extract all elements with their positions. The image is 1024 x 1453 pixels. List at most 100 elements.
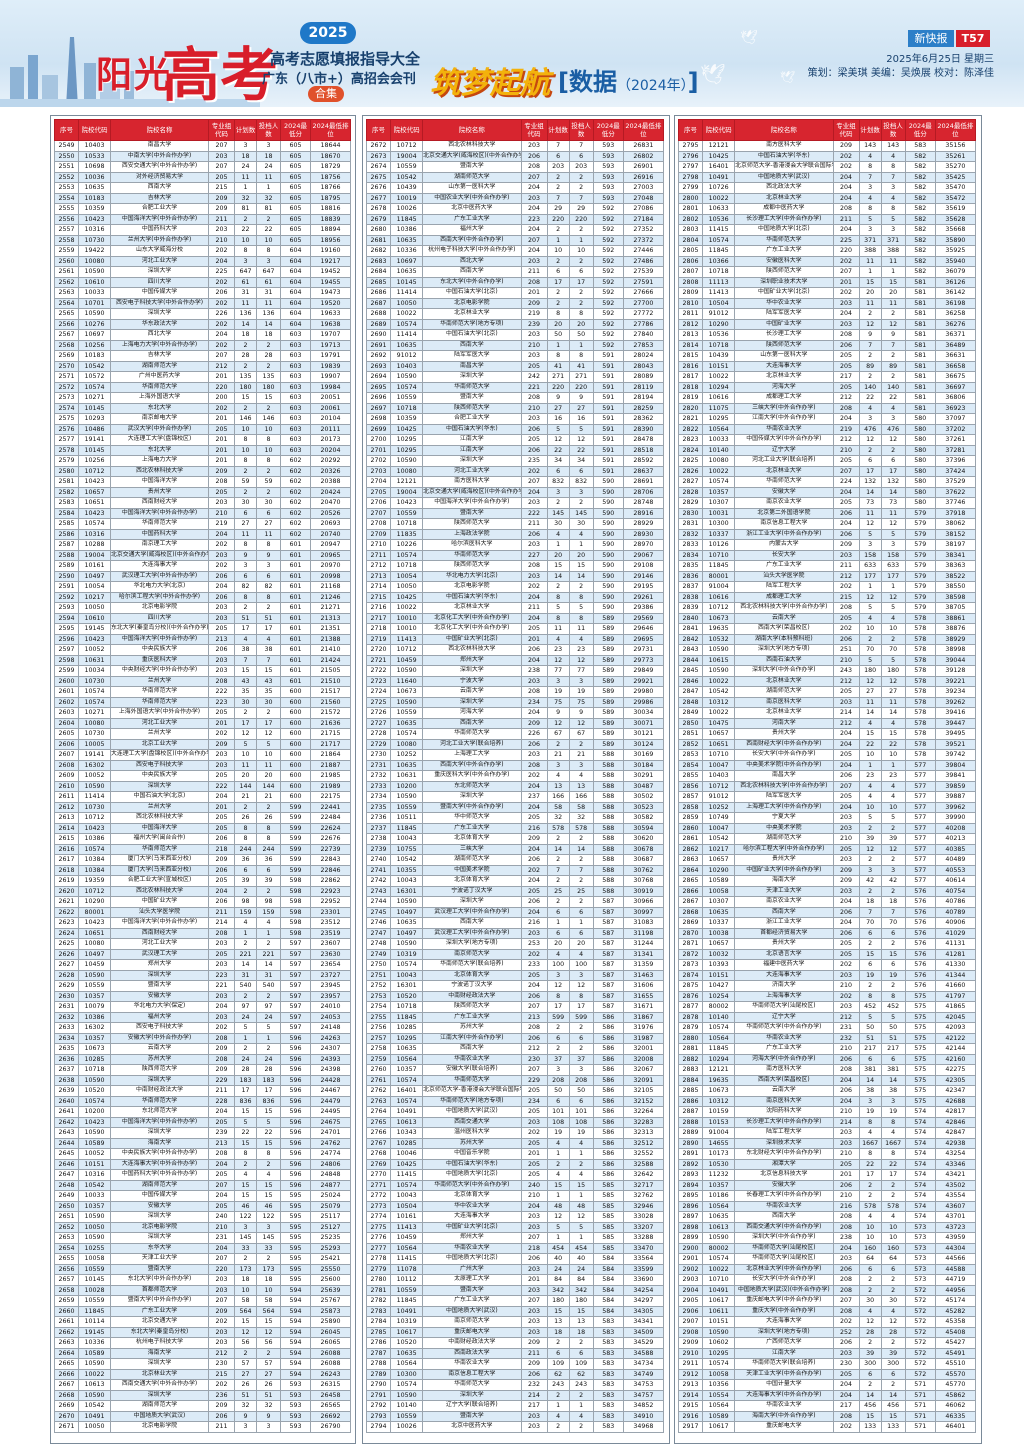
cell-min-rank: 45427 bbox=[934, 1337, 977, 1349]
cell-min-score: 596 bbox=[280, 1074, 311, 1086]
cell-min-score: 585 bbox=[592, 1221, 624, 1233]
cell-group-code: 207 bbox=[208, 1179, 235, 1191]
cell-min-rank: 20388 bbox=[310, 476, 351, 488]
cell-group-code: 203 bbox=[520, 1316, 548, 1328]
cell-admitted-count: 14 bbox=[568, 570, 594, 582]
cell-group-code: 204 bbox=[832, 308, 860, 320]
cell-plan-count: 159 bbox=[234, 906, 257, 918]
cell-min-score: 596 bbox=[280, 1116, 311, 1128]
cell-group-code: 220 bbox=[832, 245, 860, 257]
table-row: 2788 10564 华南农业大学 209 109 109 583 34734 bbox=[365, 1358, 665, 1370]
cell-school-name: 北京电影学院 bbox=[110, 1421, 209, 1433]
cell-seq: 2769 bbox=[365, 1158, 392, 1170]
cell-admitted-count: 17 bbox=[256, 623, 281, 635]
cell-school-code: 10145 bbox=[390, 276, 424, 288]
cell-plan-count: 31 bbox=[234, 969, 257, 981]
cell-school-code: 10459 bbox=[78, 959, 111, 971]
cell-min-rank: 34341 bbox=[622, 1316, 665, 1328]
cell-group-code: 203 bbox=[520, 1211, 548, 1223]
table-row: 2845 10590 深圳大学(中外合作办学) 243 180 180 578 39128 bbox=[677, 665, 977, 677]
cell-group-code: 207 bbox=[208, 1295, 235, 1307]
cell-plan-count: 57 bbox=[234, 1358, 257, 1370]
table-row: 2761 10574 华南师范大学 229 208 208 586 32091 bbox=[365, 1074, 665, 1086]
cell-group-code: 242 bbox=[520, 371, 548, 383]
table-row: 2901 10574 华南师范大学(汕尾校区) 203 64 64 573 44566 bbox=[677, 1253, 977, 1265]
table-row: 2721 10459 郑州大学 204 12 12 589 29773 bbox=[365, 654, 665, 666]
table-row: 2840 10673 云南大学 205 4 4 578 38861 bbox=[677, 612, 977, 624]
cell-admitted-count: 22 bbox=[880, 1158, 906, 1170]
cell-group-code: 209 bbox=[832, 864, 860, 876]
cell-school-code: 10384 bbox=[78, 864, 111, 876]
cell-min-score: 571 bbox=[904, 1389, 936, 1401]
cell-school-code: 10010 bbox=[390, 623, 424, 635]
cell-seq: 2562 bbox=[54, 276, 79, 288]
cell-group-code: 239 bbox=[208, 1127, 235, 1139]
cell-school-code: 10574 bbox=[390, 728, 424, 740]
table-row: 2822 10564 华南农业大学 219 476 476 580 37202 bbox=[677, 423, 977, 435]
cell-min-score: 581 bbox=[904, 339, 936, 351]
cell-seq: 2903 bbox=[677, 1274, 704, 1286]
table-row: 2687 10050 北京电影学院 209 2 2 592 27700 bbox=[365, 297, 665, 309]
cell-min-rank: 20061 bbox=[310, 402, 351, 414]
cell-seq: 2802 bbox=[677, 213, 704, 225]
cell-min-rank: 18816 bbox=[310, 203, 351, 215]
table-row: 2846 10022 北京林业大学 212 12 12 578 39221 bbox=[677, 675, 977, 687]
cell-plan-count: 1 bbox=[234, 927, 257, 939]
cell-min-rank: 31606 bbox=[622, 980, 665, 992]
cell-school-name: 中国石油大学(北京) bbox=[422, 287, 522, 299]
cell-plan-count: 4 bbox=[546, 1169, 570, 1181]
cell-admitted-count: 10 bbox=[880, 749, 906, 761]
cell-school-code: 10427 bbox=[702, 980, 736, 992]
cell-min-rank: 20965 bbox=[310, 549, 351, 561]
cell-school-code: 10574 bbox=[390, 381, 424, 393]
table-row: 2743 16301 宁波诺丁汉大学 205 25 25 588 30919 bbox=[365, 885, 665, 897]
cell-min-rank: 39234 bbox=[934, 686, 977, 698]
cell-school-code: 16301 bbox=[390, 885, 424, 897]
cell-admitted-count: 4 bbox=[568, 1137, 594, 1149]
cell-school-name: 南京医科大学 bbox=[734, 696, 834, 708]
cell-school-code: 10520 bbox=[78, 1085, 111, 1097]
table-row: 2667 10613 西南交通大学(中外合作办学) 202 26 26 593 26315 bbox=[54, 1379, 351, 1391]
cell-admitted-count: 17 bbox=[256, 717, 281, 729]
cell-min-score: 587 bbox=[592, 990, 624, 1002]
cell-group-code: 204 bbox=[520, 654, 548, 666]
table-row: 2615 10386 福州大学(闽台合作) 206 8 8 599 22676 bbox=[54, 833, 351, 845]
cell-min-rank: 20326 bbox=[310, 465, 351, 477]
cell-group-code: 215 bbox=[832, 591, 860, 603]
table-row: 2654 10255 东华大学 204 33 33 595 25293 bbox=[54, 1242, 351, 1254]
cell-seq: 2709 bbox=[365, 528, 392, 540]
cell-group-code: 226 bbox=[520, 728, 548, 740]
cell-min-score: 581 bbox=[904, 402, 936, 414]
cell-seq: 2744 bbox=[365, 896, 392, 908]
cell-admitted-count: 18 bbox=[880, 896, 906, 908]
cell-school-code: 10384 bbox=[78, 854, 111, 866]
cell-min-rank: 21388 bbox=[310, 633, 351, 645]
cell-school-name: 广东工业大学 bbox=[422, 1011, 522, 1023]
cell-min-score: 603 bbox=[280, 381, 311, 393]
cell-min-score: 577 bbox=[904, 791, 936, 803]
cell-group-code: 252 bbox=[832, 1326, 860, 1338]
cell-school-code: 11845 bbox=[390, 1011, 424, 1023]
cell-admitted-count: 20 bbox=[568, 318, 594, 330]
table-row: 2678 10026 北京中医药大学 204 29 29 592 27086 bbox=[365, 203, 665, 215]
cell-min-score: 575 bbox=[904, 1095, 936, 1107]
cell-min-score: 588 bbox=[592, 770, 624, 782]
cell-school-code: 10542 bbox=[390, 854, 424, 866]
cell-school-name: 北京体育大学 bbox=[422, 875, 522, 887]
cell-group-code: 209 bbox=[520, 1337, 548, 1349]
cell-group-code: 202 bbox=[208, 1022, 235, 1034]
cell-plan-count: 10 bbox=[858, 623, 882, 635]
cell-seq: 2900 bbox=[677, 1242, 704, 1254]
cell-school-code: 19635 bbox=[702, 623, 736, 635]
cell-plan-count: 2 bbox=[858, 1179, 882, 1191]
cell-min-rank: 28119 bbox=[622, 381, 665, 393]
cell-plan-count: 7 bbox=[546, 864, 570, 876]
cell-min-rank: 41865 bbox=[934, 1001, 977, 1013]
cell-min-score: 582 bbox=[904, 192, 936, 204]
cell-min-rank: 18894 bbox=[310, 224, 351, 236]
cell-school-name: 暨南大学 bbox=[422, 161, 522, 173]
cell-plan-count: 7 bbox=[858, 339, 882, 351]
cell-group-code: 204 bbox=[520, 486, 548, 498]
cell-group-code: 203 bbox=[832, 1347, 860, 1359]
cell-school-name: 华南师范大学 bbox=[422, 549, 522, 561]
